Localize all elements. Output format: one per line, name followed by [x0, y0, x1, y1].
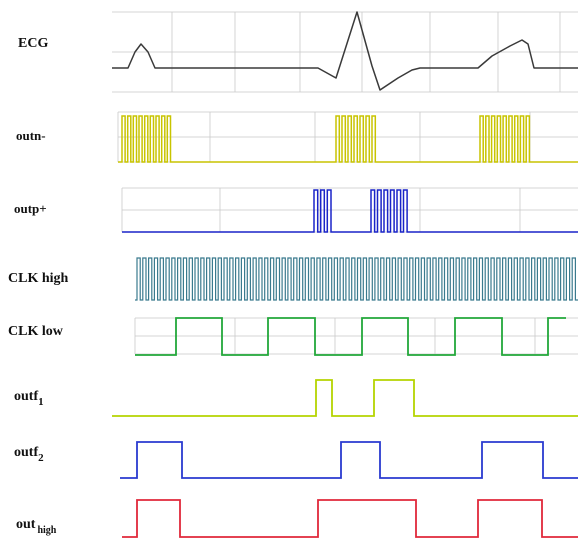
outn-label: outn- — [16, 128, 46, 143]
out-high-label-sub: high — [37, 525, 56, 536]
outf2-label: outf2 — [14, 445, 44, 464]
outf2-panel: outf2 — [14, 441, 578, 479]
outp-panel: outp+ — [14, 187, 578, 233]
outf1-label-sub: 1 — [38, 396, 44, 408]
clk-low-waveform — [135, 317, 566, 356]
out-high-label: out high — [16, 517, 57, 536]
outf1-label-main: outf — [14, 389, 38, 404]
clk-high-panel: CLK high — [8, 257, 578, 301]
clk-high-waveform — [135, 257, 578, 301]
clk-low-panel: CLK low — [8, 317, 578, 356]
outp-label: outp+ — [14, 201, 47, 216]
outf2-label-sub: 2 — [38, 452, 44, 464]
ecg-waveform — [112, 11, 578, 91]
out-high-panel: out high — [16, 499, 578, 538]
outn-waveform — [118, 115, 578, 163]
ecg-panel: ECG — [18, 11, 578, 93]
outp-grid — [121, 187, 578, 233]
outf2-label-main: outf — [14, 445, 38, 460]
clk-low-grid — [134, 317, 578, 355]
outn-panel: outn- — [16, 111, 578, 163]
out-high-waveform — [122, 499, 578, 538]
outf1-waveform — [112, 379, 578, 417]
outf1-label: outf1 — [14, 389, 44, 408]
out-high-label-main: out — [16, 517, 36, 532]
outp-waveform — [122, 189, 578, 233]
ecg-label: ECG — [18, 36, 48, 51]
clk-low-label: CLK low — [8, 324, 64, 339]
outf1-panel: outf1 — [14, 379, 578, 417]
clk-high-label: CLK high — [8, 271, 69, 286]
outf2-waveform — [120, 441, 578, 479]
